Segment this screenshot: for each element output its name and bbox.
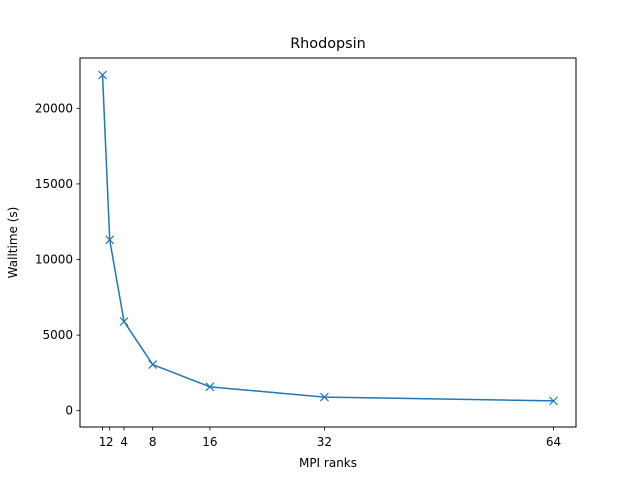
- x-tick-label: 64: [546, 435, 561, 449]
- plot-area: [98, 70, 558, 406]
- x-tick-label: 32: [317, 435, 332, 449]
- y-tick-label: 10000: [35, 253, 73, 267]
- chart-title: Rhodopsin: [290, 36, 366, 52]
- y-axis: 0 5000 10000 15000 20000: [35, 101, 80, 418]
- x-marker-icon: [119, 317, 129, 326]
- axes-frame: [79, 57, 577, 428]
- y-axis-label: Walltime (s): [6, 207, 20, 279]
- y-tick-label: 20000: [35, 101, 73, 115]
- x-tick-label: 2: [106, 435, 114, 449]
- x-tick-label: 16: [202, 435, 217, 449]
- x-tick-label: 8: [149, 435, 157, 449]
- x-marker-icon: [105, 235, 115, 245]
- x-marker-icon: [205, 382, 215, 392]
- y-tick-label: 15000: [35, 177, 73, 191]
- x-tick-label: 1: [99, 435, 107, 449]
- x-marker-icon: [319, 392, 329, 402]
- y-tick-label: 0: [65, 404, 73, 418]
- x-marker-icon: [98, 70, 107, 80]
- x-marker-icon: [549, 396, 558, 406]
- x-axis: 1 2 4 8 16 32 64: [99, 427, 561, 449]
- x-marker-icon: [148, 360, 158, 370]
- x-axis-label: MPI ranks: [299, 456, 357, 470]
- y-tick-label: 5000: [42, 328, 73, 342]
- x-tick-label: 4: [120, 435, 128, 449]
